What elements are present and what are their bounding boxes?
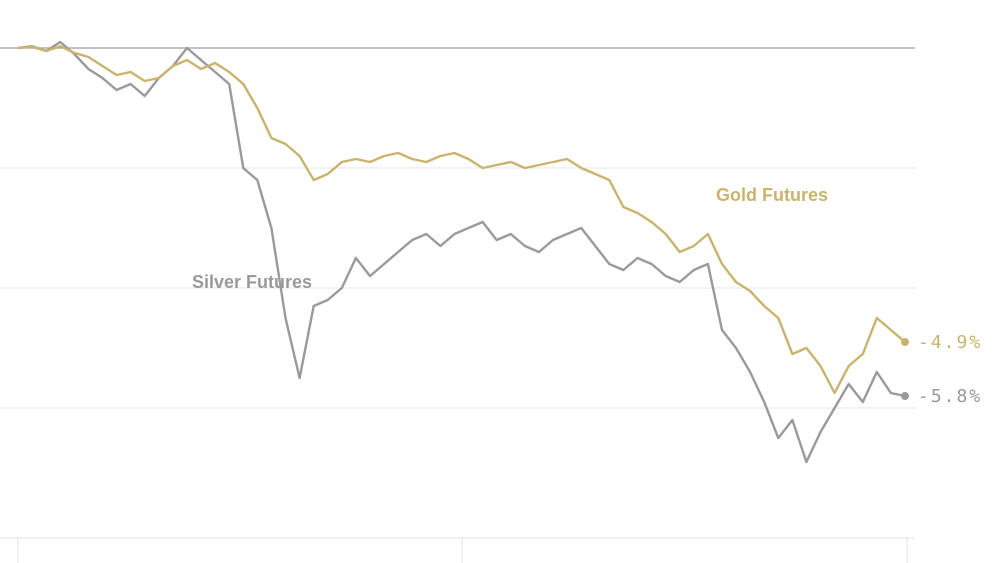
gridlines: [0, 167, 915, 409]
gold-futures-label: Gold Futures: [716, 185, 828, 205]
gold-futures-end-point: [901, 338, 909, 346]
gold-futures-end-value: -4.9%: [918, 332, 982, 353]
silver-futures-line: [17, 40, 906, 464]
x-axis-ticks: [17, 538, 908, 563]
silver-futures-end-value: -5.8%: [918, 386, 982, 407]
gold-futures-line: [17, 45, 906, 395]
silver-futures-label: Silver Futures: [192, 272, 312, 292]
silver-futures-end-point: [901, 392, 909, 400]
